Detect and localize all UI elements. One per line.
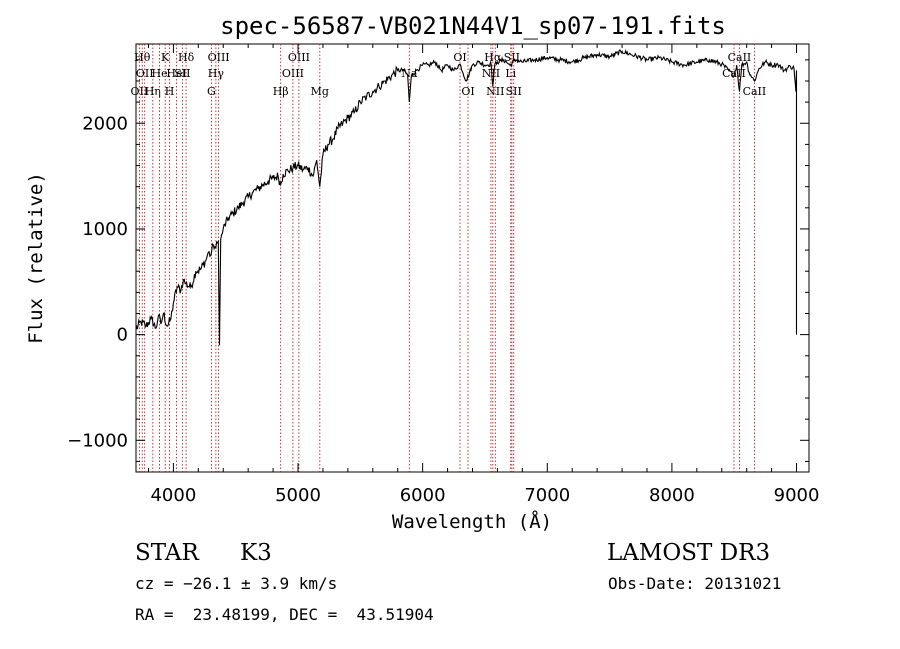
plot-area: OIIHθOIIHηHeKHHeISIIHδGHγOIIIHβOIIIOIIIM…	[67, 43, 819, 506]
x-tick-label-1: 5000	[275, 485, 321, 506]
line-label-4: He	[152, 67, 168, 80]
y-tick-label-1: 0	[117, 325, 128, 346]
line-label-25: SII	[506, 85, 522, 98]
x-tick-label-0: 4000	[150, 485, 196, 506]
object-subclass: K3	[240, 540, 272, 566]
line-label-23: Li	[505, 67, 516, 80]
line-label-1: Hθ	[134, 51, 151, 64]
plot-frame	[135, 43, 810, 473]
x-tick-label-3: 7000	[524, 485, 570, 506]
line-label-13: Hβ	[273, 85, 289, 98]
line-label-10: G	[207, 85, 216, 98]
line-label-9: Hδ	[178, 51, 195, 64]
x-tick-label-4: 8000	[649, 485, 695, 506]
line-label-19: OI	[461, 85, 474, 98]
line-label-5: K	[161, 51, 170, 64]
flux-series-line	[135, 48, 798, 346]
line-label-8: SII	[174, 67, 190, 80]
line-label-22: NII	[486, 85, 504, 98]
survey-name: LAMOST DR3	[607, 540, 771, 566]
x-axis-label: Wavelength (Å)	[392, 510, 552, 533]
line-label-12: OIII	[208, 51, 230, 64]
x-tick-label-5: 9000	[774, 485, 820, 506]
y-tick-label-0: −1000	[67, 430, 128, 451]
line-label-0: OII	[131, 85, 149, 98]
redshift-readout: cz = −26.1 ± 3.9 km/s	[135, 574, 338, 593]
line-label-15: OIII	[288, 51, 310, 64]
line-label-6: H	[165, 85, 175, 98]
y-tick-label-3: 2000	[82, 113, 128, 134]
chart-title: spec-56587-VB021N44V1_sp07-191.fits	[220, 12, 726, 40]
line-label-14: OIII	[282, 67, 304, 80]
y-tick-label-2: 1000	[82, 219, 128, 240]
line-label-7: HeI	[166, 67, 186, 80]
line-label-27: CaII	[728, 51, 752, 64]
line-label-16: Mg	[311, 85, 329, 98]
line-label-26: CaII	[722, 67, 746, 80]
axis-ticks: 4000 5000 6000 7000 8000 9000 −1000 0 1000 2000	[67, 44, 819, 506]
line-label-21: Hα	[484, 51, 502, 64]
sky-coordinates: RA = 23.48199, DEC = 43.51904	[135, 605, 434, 624]
x-tick-label-2: 6000	[400, 485, 446, 506]
line-label-11: Hγ	[208, 67, 225, 80]
observation-date: Obs-Date: 20131021	[608, 574, 782, 593]
y-axis-label: Flux (relative)	[25, 172, 47, 344]
line-label-3: Hη	[145, 85, 161, 98]
line-label-2: OII	[136, 67, 154, 80]
line-label-18: OI	[453, 51, 466, 64]
object-class: STAR	[135, 540, 199, 566]
spectral-line-markers: OIIHθOIIHηHeKHHeISIIHδGHγOIIIHβOIIIOIIIM…	[131, 44, 767, 472]
line-label-28: CaII	[743, 85, 767, 98]
